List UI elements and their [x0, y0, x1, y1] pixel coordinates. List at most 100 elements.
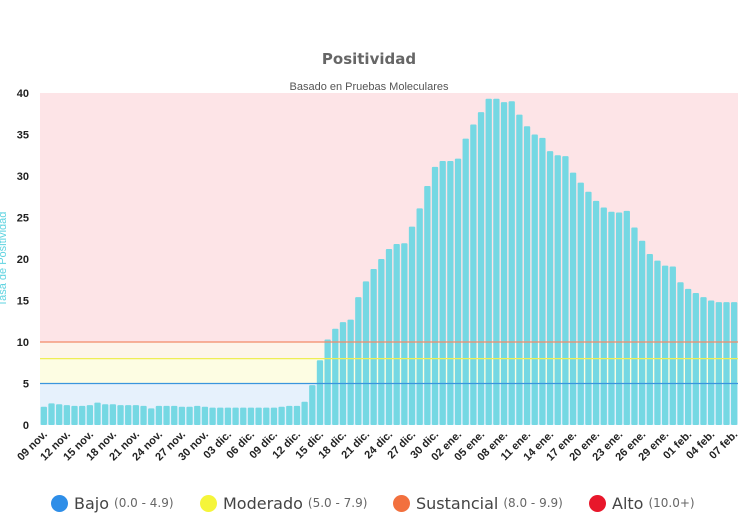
bar[interactable]: 01 ene.: 31.8	[447, 161, 454, 425]
bar[interactable]: 28 dic.: 26.1	[416, 208, 423, 425]
bar[interactable]: 09 nov.: 2.2	[40, 406, 47, 425]
bar[interactable]: 25 dic.: 21.8	[393, 244, 400, 425]
bar[interactable]: 24 ene.: 25.8	[623, 210, 630, 425]
bar[interactable]: 27 ene.: 20.6	[646, 254, 653, 425]
bar[interactable]: 30 ene.: 19.1	[669, 266, 676, 425]
bar[interactable]: 05 ene.: 37.7	[477, 112, 485, 425]
bar[interactable]: 11 nov.: 2.5	[56, 404, 63, 425]
bar[interactable]: 25 nov.: 2.3	[163, 405, 170, 425]
bar[interactable]: 27 dic.: 23.9	[408, 226, 416, 425]
bar[interactable]: 04 ene.: 36.2	[470, 124, 477, 425]
bar[interactable]: 15 nov.: 2.4	[86, 405, 93, 425]
bar[interactable]: 06 ene.: 39.3	[485, 98, 492, 425]
bar[interactable]: 17 nov.: 2.5	[102, 404, 109, 425]
bar[interactable]: 12 dic.: 2.3	[293, 405, 301, 425]
bar[interactable]: 27 nov.: 2.2	[178, 406, 186, 425]
bar[interactable]: 18 dic.: 12.4	[339, 322, 347, 425]
legend-item-bajo[interactable]: Bajo (0.0 - 4.9)	[51, 488, 174, 518]
bar[interactable]: 11 ene.: 36	[523, 126, 531, 425]
bar[interactable]: 30 nov.: 2.2	[201, 406, 209, 425]
bar[interactable]: 09 dic.: 2.1	[270, 407, 278, 425]
bar[interactable]: 31 ene.: 17.2	[677, 282, 684, 425]
bar[interactable]: 24 dic.: 21.2	[385, 249, 393, 425]
bar[interactable]: 07 ene.: 39.3	[493, 98, 500, 425]
bar[interactable]: 20 ene.: 27	[592, 200, 600, 425]
bar[interactable]: 24 nov.: 2.3	[155, 405, 163, 425]
bar[interactable]: 18 nov.: 2.5	[109, 404, 117, 425]
bar[interactable]: 12 ene.: 35	[531, 134, 538, 426]
bar[interactable]: 03 ene.: 34.5	[462, 138, 469, 425]
bar[interactable]: 13 ene.: 34.6	[539, 137, 546, 425]
bar[interactable]: 10 dic.: 2.2	[278, 406, 285, 425]
bar[interactable]: 01 feb.: 16.4	[685, 288, 692, 425]
bar[interactable]: 26 dic.: 21.9	[401, 243, 408, 425]
bar[interactable]: 03 dic.: 2.1	[224, 407, 232, 425]
bar[interactable]: 13 nov.: 2.3	[71, 405, 78, 425]
bar[interactable]: 29 nov.: 2.3	[194, 405, 201, 425]
bar[interactable]: 10 nov.: 2.6	[48, 403, 55, 425]
bar[interactable]: 22 nov.: 2.3	[140, 405, 147, 425]
x-axis: 09 nov.12 nov.15 nov.18 nov.21 nov.24 no…	[15, 429, 740, 464]
bar[interactable]: 03 feb.: 15.4	[700, 297, 707, 425]
bar[interactable]: 05 feb.: 14.8	[715, 302, 722, 425]
chart-title: Positividad	[322, 50, 416, 68]
bar[interactable]: 16 dic.: 10.3	[324, 339, 331, 425]
bar[interactable]: 14 nov.: 2.3	[79, 405, 86, 425]
bar[interactable]: 07 dic.: 2.1	[255, 407, 262, 425]
bar[interactable]: 17 ene.: 30.4	[569, 172, 577, 425]
bar[interactable]: 26 nov.: 2.3	[171, 405, 178, 425]
bar[interactable]: 13 dic.: 2.8	[301, 401, 308, 425]
legend-item-sustancial[interactable]: Sustancial (8.0 - 9.9)	[393, 488, 563, 518]
bar[interactable]: 22 ene.: 25.7	[608, 211, 615, 425]
bar[interactable]: 21 nov.: 2.4	[132, 405, 140, 425]
bar[interactable]: 04 dic.: 2.1	[232, 407, 239, 425]
bar[interactable]: 25 ene.: 23.8	[631, 227, 638, 425]
bar[interactable]: 08 dic.: 2.1	[263, 407, 270, 425]
chart-subtitle: Basado en Pruebas Moleculares	[290, 81, 449, 93]
bar[interactable]: 22 dic.: 18.8	[370, 268, 377, 425]
bar[interactable]: 29 ene.: 19.2	[661, 265, 669, 425]
bar[interactable]: 18 ene.: 29.2	[577, 182, 584, 425]
bar[interactable]: 30 dic.: 31.1	[431, 166, 439, 425]
bar[interactable]: 23 nov.: 2	[148, 408, 155, 425]
bar[interactable]: 01 dic.: 2.1	[209, 407, 216, 425]
bar[interactable]: 06 dic.: 2.1	[247, 407, 255, 425]
bar[interactable]: 21 dic.: 17.3	[362, 281, 370, 425]
y-tick-label: 20	[17, 254, 29, 266]
bar[interactable]: 23 ene.: 25.6	[615, 212, 623, 425]
bar[interactable]: 15 ene.: 32.5	[554, 155, 561, 425]
bar[interactable]: 02 dic.: 2.1	[217, 407, 224, 425]
bar[interactable]: 26 ene.: 22.2	[638, 240, 646, 425]
bar[interactable]: 20 nov.: 2.4	[125, 405, 132, 425]
bar[interactable]: 07 feb.: 14.8	[731, 302, 738, 425]
bar[interactable]: 19 ene.: 28.1	[585, 191, 592, 425]
bar[interactable]: 20 dic.: 15.4	[355, 297, 362, 425]
legend-item-alto[interactable]: Alto (10.0+)	[589, 488, 695, 518]
bar[interactable]: 14 ene.: 33	[546, 151, 554, 425]
bar[interactable]: 21 ene.: 26.2	[600, 207, 607, 425]
bar[interactable]: 15 dic.: 7.8	[316, 360, 324, 425]
bar[interactable]: 12 nov.: 2.4	[63, 405, 70, 425]
legend-dot-sustancial	[393, 494, 410, 512]
bar[interactable]: 16 ene.: 32.4	[562, 156, 569, 425]
bar[interactable]: 14 dic.: 4.8	[309, 385, 316, 425]
bar[interactable]: 16 nov.: 2.7	[94, 402, 101, 425]
bar[interactable]: 19 dic.: 12.7	[347, 319, 354, 425]
bar[interactable]: 04 feb.: 15	[708, 300, 715, 426]
bar[interactable]: 19 nov.: 2.4	[117, 405, 124, 425]
bar[interactable]: 17 dic.: 11.6	[332, 328, 339, 425]
bar[interactable]: 11 dic.: 2.3	[286, 405, 293, 425]
bar[interactable]: 06 feb.: 14.8	[723, 302, 730, 425]
bar[interactable]: 29 dic.: 28.8	[424, 185, 431, 425]
bar[interactable]: 09 ene.: 39	[508, 101, 515, 426]
bar[interactable]: 28 ene.: 19.8	[654, 260, 661, 425]
bar[interactable]: 02 ene.: 32.1	[454, 158, 462, 425]
bar[interactable]: 08 ene.: 38.9	[500, 102, 508, 425]
bar[interactable]: 31 dic.: 31.8	[439, 161, 446, 425]
bar[interactable]: 05 dic.: 2.1	[240, 407, 247, 425]
legend-item-moderado[interactable]: Moderado (5.0 - 7.9)	[200, 488, 367, 518]
bar[interactable]: 10 ene.: 37.4	[516, 114, 523, 425]
bar[interactable]: 28 nov.: 2.2	[186, 406, 193, 425]
legend-label-moderado: Moderado	[223, 493, 303, 513]
